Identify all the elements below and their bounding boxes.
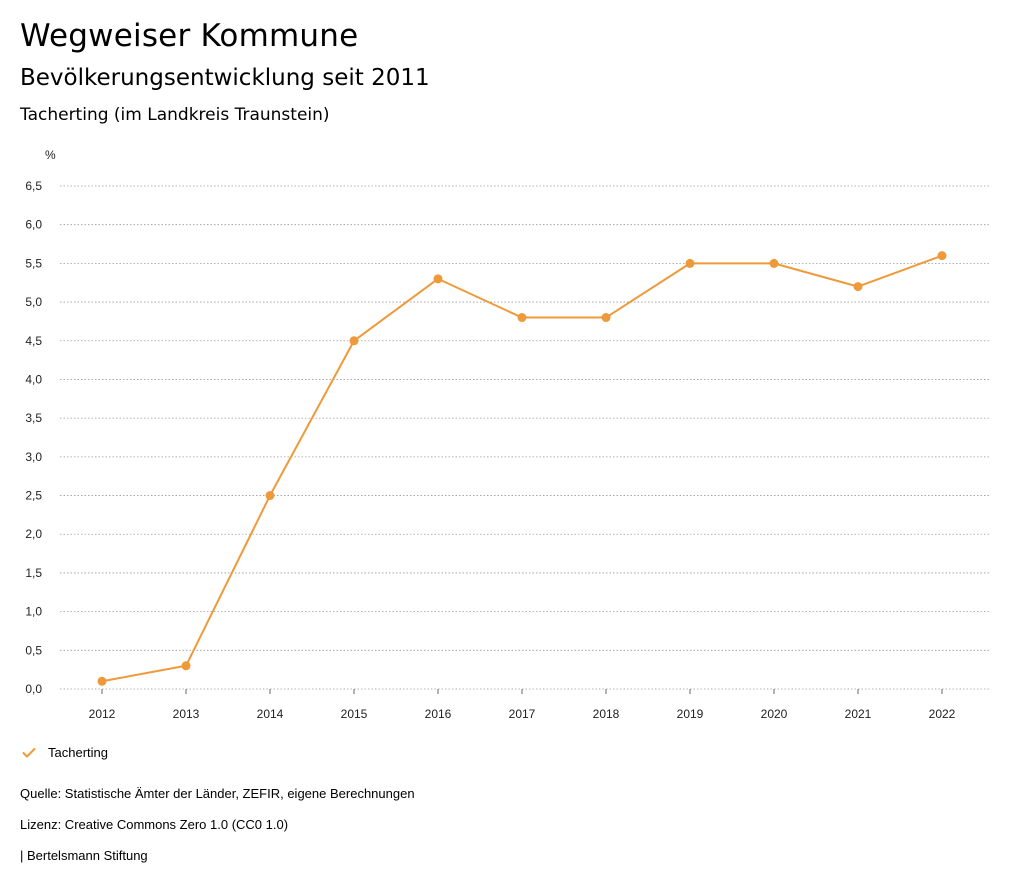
x-tick-label: 2016	[425, 707, 452, 721]
y-tick-label: 4,0	[25, 372, 42, 386]
y-tick-label: 3,5	[25, 411, 42, 425]
x-tick-label: 2017	[509, 707, 536, 721]
legend-label: Tacherting	[48, 745, 108, 760]
chart-place-label: Tacherting (im Landkreis Traunstein)	[20, 105, 330, 125]
y-axis-unit-label: %	[45, 148, 56, 162]
y-tick-label: 3,0	[25, 450, 42, 464]
y-tick-label: 6,5	[25, 179, 42, 193]
license-text: Lizenz: Creative Commons Zero 1.0 (CC0 1…	[20, 817, 289, 832]
data-point	[937, 251, 947, 261]
source-text: Quelle: Statistische Ämter der Länder, Z…	[20, 786, 415, 801]
x-tick-label: 2013	[173, 707, 200, 721]
y-tick-label: 5,0	[25, 295, 42, 309]
data-point	[97, 676, 107, 686]
data-point	[769, 258, 779, 268]
data-point	[685, 258, 695, 268]
data-point	[601, 313, 611, 323]
x-tick-label: 2020	[761, 707, 788, 721]
y-tick-label: 6,0	[25, 218, 42, 232]
y-tick-label: 1,0	[25, 605, 42, 619]
data-point	[265, 491, 275, 501]
y-tick-label: 1,5	[25, 566, 42, 580]
data-point	[517, 313, 527, 323]
y-tick-label: 0,0	[25, 682, 42, 696]
line-chart: % 0,0 0,5 1,0 1,5 2,0 2,5 3,0 3,5 4,0 4,5 5,0 5,5 6,0…	[25, 148, 990, 721]
x-tick-label: 2019	[677, 707, 704, 721]
y-tick-label: 0,5	[25, 643, 42, 657]
data-point	[349, 336, 359, 346]
data-point	[433, 274, 443, 284]
y-tick-label: 2,5	[25, 489, 42, 503]
x-tick-label: 2021	[845, 707, 872, 721]
y-tick-label: 4,5	[25, 334, 42, 348]
publisher-text: | Bertelsmann Stiftung	[20, 848, 148, 863]
x-tick-label: 2015	[341, 707, 368, 721]
x-tick-label: 2012	[89, 707, 116, 721]
data-point	[853, 282, 863, 292]
x-tick-label: 2022	[929, 707, 956, 721]
legend-check-icon	[22, 747, 36, 757]
chart-subtitle: Bevölkerungsentwicklung seit 2011	[20, 65, 430, 91]
x-tick-label: 2014	[257, 707, 284, 721]
data-point	[181, 661, 191, 671]
y-tick-label: 5,5	[25, 256, 42, 270]
legend[interactable]: Tacherting	[22, 745, 108, 760]
y-tick-label: 2,0	[25, 527, 42, 541]
page-title: Wegweiser Kommune	[20, 18, 359, 54]
x-tick-label: 2018	[593, 707, 620, 721]
